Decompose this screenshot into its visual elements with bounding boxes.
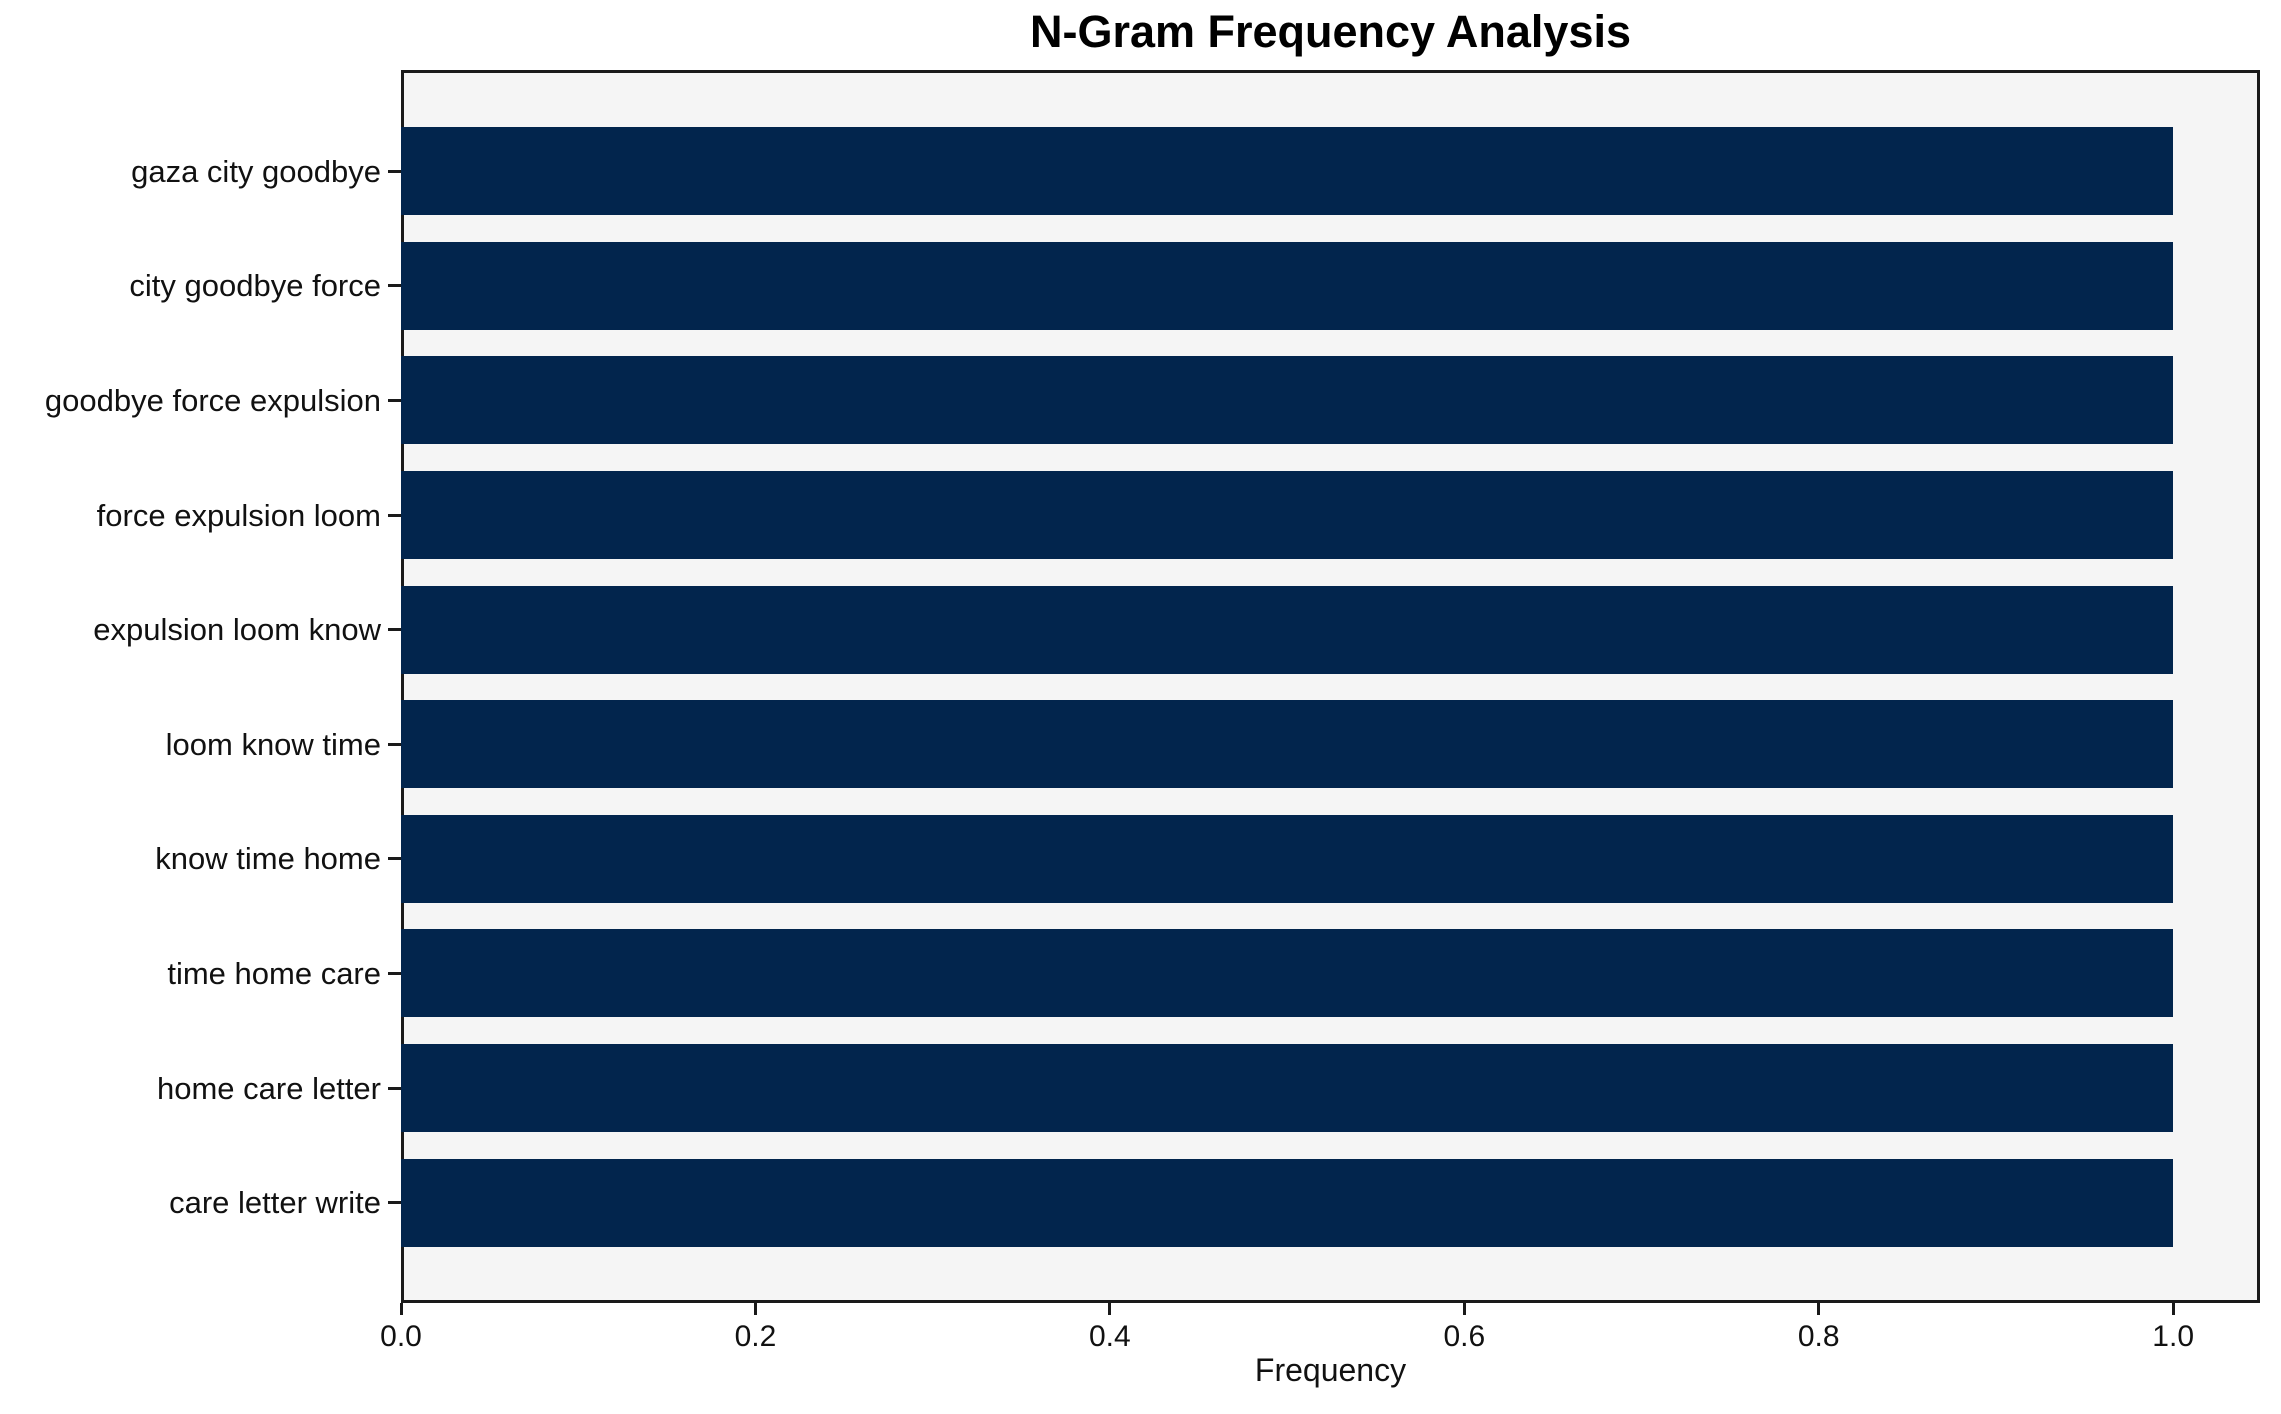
bar-row: care letter write <box>0 1145 2260 1260</box>
y-axis-category: force expulsion loom <box>0 500 401 531</box>
bar <box>401 929 2173 1018</box>
y-tick-label: force expulsion loom <box>96 497 381 533</box>
y-tick-mark <box>388 1086 401 1090</box>
y-tick-label: gaza city goodbye <box>131 153 381 189</box>
y-tick-mark <box>388 513 401 517</box>
bar <box>401 127 2173 216</box>
y-tick-mark <box>388 971 401 975</box>
bar-row: know time home <box>0 802 2260 917</box>
y-axis-category: time home care <box>0 958 401 989</box>
y-axis-category: loom know time <box>0 729 401 760</box>
y-tick-mark <box>388 169 401 173</box>
bar <box>401 1044 2173 1133</box>
bar-row: goodbye force expulsion <box>0 343 2260 458</box>
y-tick-label: care letter write <box>169 1185 381 1221</box>
x-tick-label: 0.8 <box>1797 1320 1840 1353</box>
bar-row: gaza city goodbye <box>0 114 2260 229</box>
y-tick-label: expulsion loom know <box>93 612 381 648</box>
y-axis-category: goodbye force expulsion <box>0 385 401 416</box>
y-axis-category: care letter write <box>0 1187 401 1218</box>
bar-row: force expulsion loom <box>0 458 2260 573</box>
y-axis-category: gaza city goodbye <box>0 156 401 187</box>
y-tick-mark <box>388 857 401 861</box>
bar <box>401 356 2173 445</box>
bar <box>401 471 2173 560</box>
y-tick-mark <box>388 1201 401 1205</box>
bar <box>401 700 2173 789</box>
chart-title: N-Gram Frequency Analysis <box>1029 6 1632 57</box>
x-tick-label: 1.0 <box>2152 1320 2195 1353</box>
y-tick-mark <box>388 628 401 632</box>
y-axis-category: know time home <box>0 843 401 874</box>
y-tick-label: know time home <box>155 841 381 877</box>
y-tick-mark <box>388 398 401 402</box>
x-tick-label: 0.6 <box>1443 1320 1486 1353</box>
x-tick-mark <box>1108 1303 1112 1315</box>
y-tick-mark <box>388 284 401 288</box>
bar-row: loom know time <box>0 687 2260 802</box>
bar-row: time home care <box>0 916 2260 1031</box>
y-axis-category: home care letter <box>0 1073 401 1104</box>
bar <box>401 241 2173 330</box>
bar-row: home care letter <box>0 1031 2260 1146</box>
x-tick-label: 0.0 <box>380 1320 422 1353</box>
bar <box>401 585 2173 674</box>
bar <box>401 814 2173 903</box>
x-tick-mark <box>753 1303 757 1315</box>
x-tick-mark <box>399 1303 403 1315</box>
x-tick-mark <box>1817 1303 1821 1315</box>
y-tick-label: city goodbye force <box>129 268 381 304</box>
y-tick-label: loom know time <box>165 726 381 762</box>
y-axis-category: city goodbye force <box>0 270 401 301</box>
y-tick-label: home care letter <box>157 1070 381 1106</box>
bar-rows: gaza city goodbye city goodbye force goodb… <box>0 114 2260 1260</box>
x-tick-label: 0.4 <box>1089 1320 1131 1353</box>
y-tick-mark <box>388 742 401 746</box>
bar-row: expulsion loom know <box>0 572 2260 687</box>
x-axis-label: Frequency <box>1254 1352 1407 1388</box>
y-tick-label: goodbye force expulsion <box>44 382 381 418</box>
x-tick-label: 0.2 <box>734 1320 777 1353</box>
y-tick-label: time home care <box>167 955 381 991</box>
x-tick-mark <box>2171 1303 2175 1315</box>
y-axis-category: expulsion loom know <box>0 614 401 645</box>
x-tick-mark <box>1462 1303 1466 1315</box>
bar-row: city goodbye force <box>0 229 2260 344</box>
bar <box>401 1158 2173 1247</box>
